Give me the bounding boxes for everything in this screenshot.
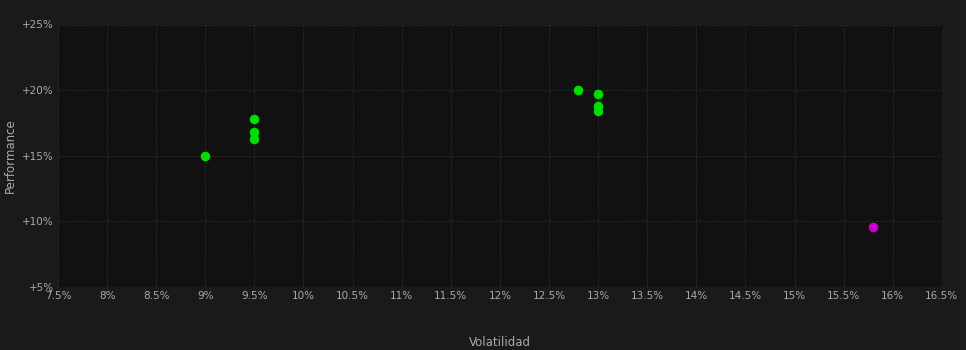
Point <box>590 108 606 114</box>
Point <box>246 136 262 141</box>
Point <box>590 103 606 108</box>
Y-axis label: Performance: Performance <box>4 118 16 193</box>
Point <box>571 87 586 93</box>
Point <box>590 91 606 97</box>
Point <box>246 129 262 135</box>
Point <box>246 116 262 122</box>
Point <box>866 224 881 230</box>
X-axis label: Volatilidad: Volatilidad <box>469 336 531 349</box>
Point <box>198 153 213 159</box>
